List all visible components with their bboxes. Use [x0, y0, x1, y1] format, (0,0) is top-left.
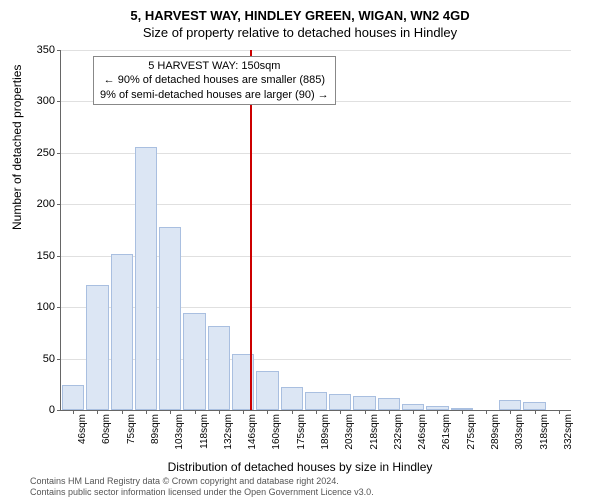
- ytick-label: 200: [25, 198, 55, 210]
- xtick-label: 203sqm: [344, 414, 355, 450]
- footer-line-1: Contains HM Land Registry data © Crown c…: [30, 476, 374, 487]
- ytick-mark: [57, 50, 61, 51]
- xtick-mark: [365, 410, 366, 414]
- footer-attribution: Contains HM Land Registry data © Crown c…: [30, 476, 374, 498]
- xtick-mark: [195, 410, 196, 414]
- xtick-label: 289sqm: [490, 414, 501, 450]
- histogram-bar: [135, 147, 157, 410]
- xtick-mark: [219, 410, 220, 414]
- xtick-label: 146sqm: [247, 414, 258, 450]
- xtick-mark: [559, 410, 560, 414]
- ytick-label: 150: [25, 250, 55, 262]
- footer-line-2: Contains public sector information licen…: [30, 487, 374, 498]
- xtick-mark: [340, 410, 341, 414]
- plot: 05010015020025030035046sqm60sqm75sqm89sq…: [60, 50, 571, 411]
- xtick-mark: [122, 410, 123, 414]
- histogram-bar: [86, 285, 108, 410]
- ytick-mark: [57, 359, 61, 360]
- ytick-label: 50: [25, 353, 55, 365]
- xtick-label: 89sqm: [150, 414, 161, 444]
- xtick-label: 303sqm: [514, 414, 525, 450]
- annotation-box: 5 HARVEST WAY: 150sqm← 90% of detached h…: [93, 56, 336, 105]
- ytick-mark: [57, 410, 61, 411]
- x-axis-label: Distribution of detached houses by size …: [0, 460, 600, 474]
- title-sub: Size of property relative to detached ho…: [0, 23, 600, 40]
- histogram-bar: [183, 313, 205, 410]
- histogram-bar: [62, 385, 84, 410]
- xtick-label: 103sqm: [174, 414, 185, 450]
- xtick-label: 232sqm: [393, 414, 404, 450]
- annotation-line-2: ← 90% of detached houses are smaller (88…: [100, 73, 329, 87]
- xtick-label: 332sqm: [563, 414, 574, 450]
- annotation-line-1: 5 HARVEST WAY: 150sqm: [100, 59, 329, 73]
- xtick-mark: [389, 410, 390, 414]
- xtick-label: 118sqm: [199, 414, 210, 449]
- ytick-label: 350: [25, 44, 55, 56]
- xtick-label: 75sqm: [126, 414, 137, 444]
- ytick-mark: [57, 307, 61, 308]
- xtick-mark: [413, 410, 414, 414]
- xtick-label: 189sqm: [320, 414, 331, 450]
- xtick-label: 60sqm: [101, 414, 112, 444]
- histogram-bar: [499, 400, 521, 410]
- xtick-label: 160sqm: [271, 414, 282, 450]
- y-axis-label: Number of detached properties: [10, 65, 24, 230]
- gridline: [61, 50, 571, 51]
- title-main: 5, HARVEST WAY, HINDLEY GREEN, WIGAN, WN…: [0, 0, 600, 23]
- ytick-mark: [57, 153, 61, 154]
- xtick-mark: [267, 410, 268, 414]
- xtick-label: 218sqm: [369, 414, 380, 450]
- histogram-bar: [281, 387, 303, 410]
- xtick-label: 46sqm: [77, 414, 88, 444]
- ytick-label: 100: [25, 301, 55, 313]
- histogram-bar: [353, 396, 375, 410]
- xtick-mark: [146, 410, 147, 414]
- xtick-label: 246sqm: [417, 414, 428, 450]
- xtick-mark: [73, 410, 74, 414]
- xtick-mark: [510, 410, 511, 414]
- ytick-mark: [57, 204, 61, 205]
- histogram-bar: [208, 326, 230, 410]
- xtick-mark: [243, 410, 244, 414]
- ytick-label: 250: [25, 147, 55, 159]
- ytick-mark: [57, 101, 61, 102]
- ytick-mark: [57, 256, 61, 257]
- ytick-label: 300: [25, 95, 55, 107]
- ytick-label: 0: [25, 404, 55, 416]
- xtick-mark: [462, 410, 463, 414]
- xtick-mark: [535, 410, 536, 414]
- histogram-bar: [111, 254, 133, 410]
- histogram-bar: [305, 392, 327, 411]
- annotation-line-3: 9% of semi-detached houses are larger (9…: [100, 88, 329, 102]
- xtick-label: 175sqm: [296, 414, 307, 450]
- xtick-label: 261sqm: [441, 414, 452, 450]
- xtick-mark: [292, 410, 293, 414]
- xtick-mark: [97, 410, 98, 414]
- xtick-mark: [170, 410, 171, 414]
- xtick-mark: [486, 410, 487, 414]
- chart-area: 05010015020025030035046sqm60sqm75sqm89sq…: [60, 50, 570, 410]
- xtick-mark: [316, 410, 317, 414]
- xtick-mark: [437, 410, 438, 414]
- histogram-bar: [159, 227, 181, 410]
- xtick-label: 275sqm: [466, 414, 477, 450]
- xtick-label: 132sqm: [223, 414, 234, 450]
- histogram-bar: [256, 371, 278, 410]
- xtick-label: 318sqm: [539, 414, 550, 450]
- histogram-bar: [523, 402, 545, 410]
- histogram-bar: [378, 398, 400, 410]
- histogram-bar: [329, 394, 351, 410]
